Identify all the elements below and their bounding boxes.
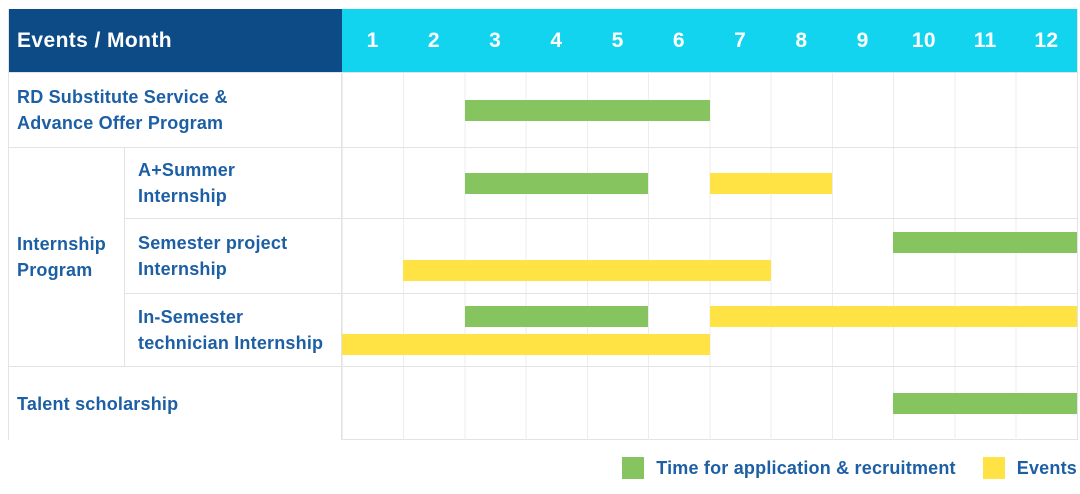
legend: Time for application & recruitment Event… (622, 457, 1077, 479)
application-recruitment-bar (464, 172, 649, 194)
chart-row-in-semester-technician (342, 293, 1077, 366)
event-bar (709, 172, 832, 194)
bar-line (342, 259, 1077, 281)
event-bar (342, 333, 710, 355)
group-label-internship-program: Internship Program (9, 147, 125, 366)
row-label-line: A+Summer (138, 160, 236, 180)
row-label-line: Semester project (138, 233, 288, 253)
month-header-1: 1 (366, 28, 379, 52)
table-header-title-cell: Events / Month (9, 9, 342, 72)
events-legend-label: Events (1016, 457, 1077, 478)
application-recruitment-bar (464, 305, 649, 327)
bar-line (342, 333, 1077, 355)
row-label-a-plus-summer: A+Summer Internship (125, 147, 342, 218)
row-label-semester-project: Semester project Internship (125, 218, 342, 293)
month-header-4: 4 (550, 28, 563, 52)
month-header-5: 5 (611, 28, 624, 52)
group-label-line: Internship Program (17, 234, 107, 280)
row-label-in-semester-technician: In-Semester technician Internship (125, 293, 342, 366)
application-recruitment-legend-label: Time for application & recruitment (656, 457, 956, 478)
month-header-6: 6 (672, 28, 685, 52)
row-label-rd-substitute: RD Substitute Service & Advance Offer Pr… (9, 72, 342, 147)
month-header-12: 12 (1034, 28, 1059, 52)
application-recruitment-bar (893, 231, 1077, 253)
chart-row-a-plus-summer (342, 147, 1077, 218)
row-label-line: In-Semester (138, 307, 244, 327)
application-recruitment-bar (464, 99, 710, 121)
month-header-row: 1 2 3 4 5 6 7 8 9 10 11 12 (342, 9, 1077, 72)
chart-row-semester-project (342, 218, 1077, 293)
event-bar (709, 305, 1077, 327)
events-month-header-label: Events / Month (17, 28, 172, 52)
month-header-7: 7 (734, 28, 747, 52)
row-label-line: Talent scholarship (17, 393, 179, 414)
month-header-8: 8 (795, 28, 808, 52)
bar-line (342, 393, 1077, 414)
row-label-line: Internship (138, 186, 228, 206)
event-bar (403, 259, 771, 281)
month-header-11: 11 (973, 28, 997, 52)
bar-line (342, 172, 1077, 194)
month-header-9: 9 (856, 28, 869, 52)
events-month-table: Events / Month 1 2 3 4 5 6 7 8 9 10 11 12 RD Substi… (8, 9, 1078, 440)
row-label-line: Internship (138, 259, 228, 279)
events-legend-swatch (982, 457, 1005, 479)
month-header-3: 3 (489, 28, 502, 52)
bar-line (342, 305, 1077, 327)
row-label-talent-scholarship: Talent scholarship (9, 366, 342, 440)
row-label-line: Advance Offer Program (17, 113, 224, 133)
chart-row-talent-scholarship (342, 366, 1077, 440)
month-header-10: 10 (911, 28, 936, 52)
row-label-line: technician Internship (138, 333, 324, 353)
application-recruitment-legend-swatch (622, 457, 645, 479)
bar-line (342, 231, 1077, 253)
month-header-2: 2 (427, 28, 440, 52)
row-label-line: RD Substitute Service & (17, 87, 228, 107)
chart-row-rd-substitute (342, 72, 1077, 147)
bar-line (342, 99, 1077, 121)
application-recruitment-bar (893, 393, 1077, 414)
